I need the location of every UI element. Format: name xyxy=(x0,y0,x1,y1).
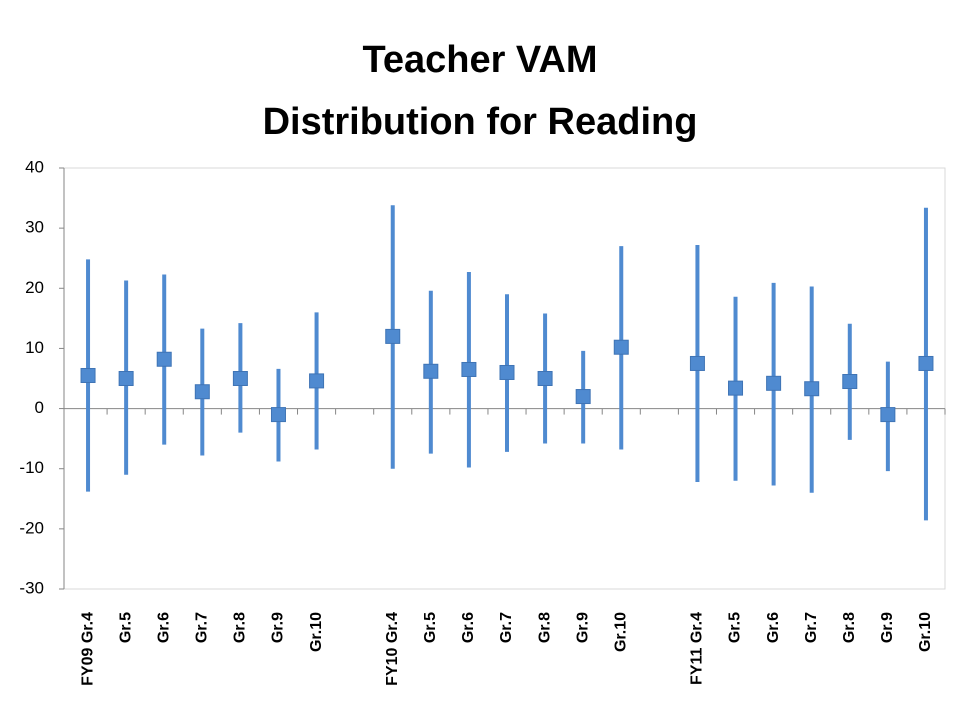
x-tick-label: FY09 Gr.4 xyxy=(79,612,96,686)
y-tick-label: 40 xyxy=(25,157,44,176)
x-tick-label: Gr.8 xyxy=(841,612,858,643)
x-tick-label: Gr.5 xyxy=(727,612,744,643)
x-tick-label: Gr.9 xyxy=(879,612,896,643)
x-tick-label: Gr.5 xyxy=(422,612,439,643)
y-tick-label: -30 xyxy=(19,578,44,597)
marker xyxy=(232,371,248,386)
marker xyxy=(270,407,286,423)
x-tick-label: Gr.9 xyxy=(270,612,287,643)
x-tick-label: Gr.10 xyxy=(917,612,934,652)
marker xyxy=(766,375,782,391)
x-tick-label: Gr.6 xyxy=(155,612,172,643)
marker xyxy=(728,380,744,396)
marker xyxy=(499,364,515,380)
marker xyxy=(309,373,325,389)
marker xyxy=(385,328,401,344)
marker xyxy=(918,355,934,371)
marker xyxy=(423,363,439,379)
marker xyxy=(80,367,96,383)
marker xyxy=(194,384,210,400)
x-tick-label: Gr.7 xyxy=(498,612,515,643)
x-tick-label: Gr.5 xyxy=(117,612,134,643)
marker xyxy=(880,407,896,423)
marker xyxy=(689,355,705,371)
marker xyxy=(461,361,477,377)
marker xyxy=(842,374,858,390)
marker xyxy=(575,389,591,405)
marker xyxy=(118,371,134,386)
x-tick-label: Gr.10 xyxy=(612,612,629,652)
x-tick-label: Gr.8 xyxy=(232,612,249,643)
x-tick-label: FY11 Gr.4 xyxy=(689,612,706,685)
x-tick-label: FY10 Gr.4 xyxy=(384,612,401,686)
marker xyxy=(156,351,172,367)
x-tick-label: Gr.10 xyxy=(308,612,325,652)
y-tick-label: 30 xyxy=(25,218,44,237)
x-tick-label: Gr.6 xyxy=(765,612,782,643)
x-tick-label: Gr.8 xyxy=(536,612,553,643)
x-tick-label: Gr.7 xyxy=(194,612,211,643)
x-tick-label: Gr.9 xyxy=(574,612,591,643)
x-tick-label: Gr.7 xyxy=(803,612,820,643)
y-tick-label: -10 xyxy=(19,458,44,477)
y-tick-label: 0 xyxy=(35,398,44,417)
marker xyxy=(804,381,820,397)
y-tick-label: -20 xyxy=(19,518,44,537)
y-tick-label: 20 xyxy=(25,278,44,297)
marker xyxy=(537,371,553,386)
x-tick-label: Gr.6 xyxy=(460,612,477,643)
chart-title: Distribution for Reading xyxy=(263,101,698,143)
marker xyxy=(613,339,629,355)
chart-title: Teacher VAM xyxy=(362,39,597,81)
y-tick-label: 10 xyxy=(25,338,44,357)
